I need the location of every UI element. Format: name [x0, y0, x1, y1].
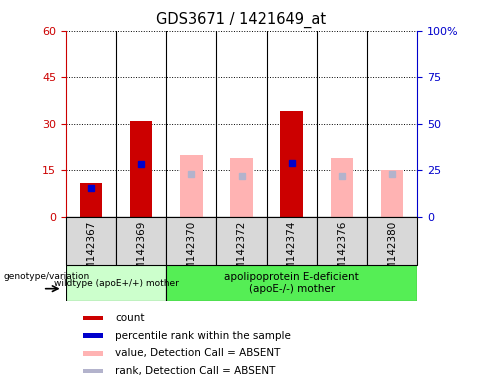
Text: wildtype (apoE+/+) mother: wildtype (apoE+/+) mother: [54, 279, 179, 288]
Bar: [66, 265, 166, 301]
Bar: [331, 158, 353, 217]
Bar: [83, 369, 103, 373]
Bar: [166, 265, 417, 301]
Bar: [217, 217, 266, 265]
Bar: [230, 158, 253, 217]
Bar: [83, 351, 103, 356]
Bar: [180, 155, 203, 217]
Text: value, Detection Call = ABSENT: value, Detection Call = ABSENT: [115, 348, 281, 358]
Text: rank, Detection Call = ABSENT: rank, Detection Call = ABSENT: [115, 366, 275, 376]
Bar: [130, 121, 152, 217]
Text: GSM142372: GSM142372: [237, 221, 246, 284]
Bar: [266, 217, 317, 265]
Bar: [317, 217, 367, 265]
Text: GSM142376: GSM142376: [337, 221, 347, 284]
Bar: [281, 111, 303, 217]
Text: GSM142369: GSM142369: [136, 221, 146, 284]
Bar: [80, 183, 102, 217]
Text: count: count: [115, 313, 144, 323]
Text: percentile rank within the sample: percentile rank within the sample: [115, 331, 291, 341]
Bar: [83, 333, 103, 338]
Text: genotype/variation: genotype/variation: [3, 272, 89, 281]
Bar: [367, 217, 417, 265]
Text: apolipoprotein E-deficient
(apoE-/-) mother: apolipoprotein E-deficient (apoE-/-) mot…: [224, 272, 359, 294]
Text: GSM142370: GSM142370: [186, 221, 196, 284]
Text: GSM142374: GSM142374: [287, 221, 297, 284]
Bar: [381, 170, 404, 217]
Bar: [166, 217, 217, 265]
Bar: [116, 217, 166, 265]
Text: GSM142367: GSM142367: [86, 221, 96, 284]
Text: GSM142380: GSM142380: [387, 221, 397, 284]
Bar: [83, 316, 103, 320]
Bar: [66, 217, 116, 265]
Title: GDS3671 / 1421649_at: GDS3671 / 1421649_at: [157, 12, 326, 28]
